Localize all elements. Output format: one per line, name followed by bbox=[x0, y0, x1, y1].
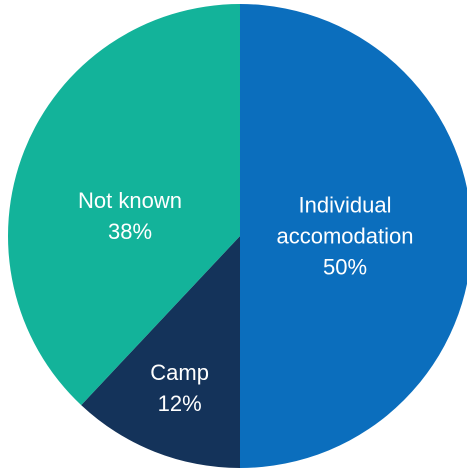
pie-slice bbox=[7, 4, 240, 406]
category-label: Camp bbox=[150, 360, 209, 386]
value-label: 38% bbox=[107, 219, 153, 244]
category-label: Individual accomodation bbox=[276, 192, 414, 249]
slice-label: Not known 38% bbox=[40, 185, 220, 247]
pie-slice bbox=[240, 4, 467, 468]
value-label: 50% bbox=[322, 254, 368, 280]
category-label: Not known bbox=[78, 188, 182, 213]
pie-slice bbox=[81, 236, 240, 468]
slice-label: Camp 12% bbox=[90, 357, 270, 419]
value-label: 12% bbox=[157, 391, 202, 417]
slice-label: Individual accomodation 50% bbox=[255, 190, 435, 283]
